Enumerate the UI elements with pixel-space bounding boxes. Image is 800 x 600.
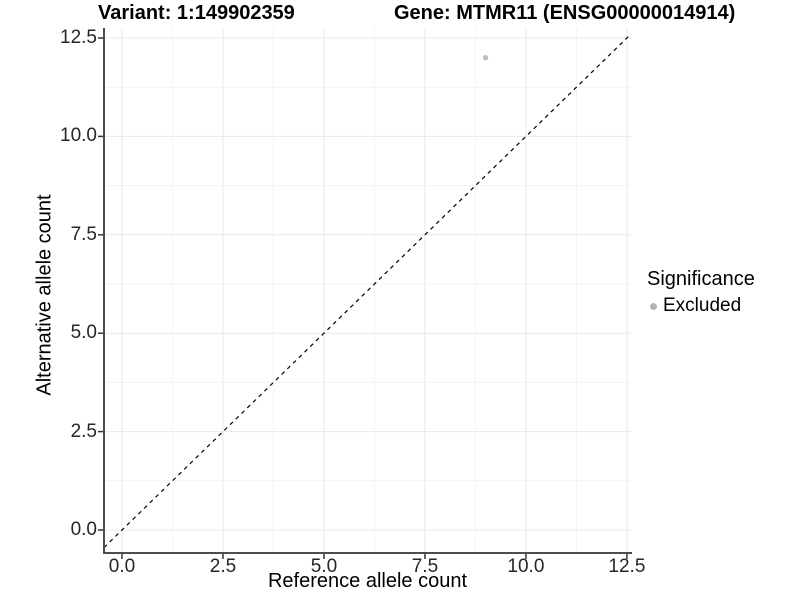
y-axis-tick-label: 0.0 <box>70 519 97 540</box>
x-axis-title: Reference allele count <box>267 570 467 592</box>
plot-panel <box>98 28 632 559</box>
legend-item-excluded: Excluded <box>647 294 755 318</box>
legend: Significance Excluded <box>647 266 755 318</box>
y-axis-tick-label: 2.5 <box>70 420 97 442</box>
x-axis-tick-label: 2.5 <box>209 556 237 577</box>
identity-line <box>103 33 632 548</box>
legend-point-icon <box>650 302 657 310</box>
x-axis-tick-label: 5.0 <box>310 556 338 577</box>
y-axis-tick-label: 7.5 <box>70 223 97 245</box>
legend-title: Significance <box>647 268 755 290</box>
x-axis-tick-label: 12.5 <box>608 556 646 577</box>
x-axis-tick-label: 0.0 <box>108 556 136 577</box>
chart-canvas <box>98 28 632 559</box>
y-axis-tick-label: 5.0 <box>70 322 97 344</box>
data-point <box>482 54 489 61</box>
y-axis-tick-label: 12.5 <box>60 27 97 48</box>
x-axis-tick-label: 7.5 <box>411 556 439 577</box>
plot-title-variant: Variant: 1:149902359 <box>98 2 295 24</box>
plot-title-gene: Gene: MTMR11 (ENSG00000014914) <box>394 2 736 24</box>
legend-item-label: Excluded <box>663 295 742 316</box>
y-axis-tick-label: 10.0 <box>60 125 97 147</box>
x-axis-tick-label: 10.0 <box>507 556 545 577</box>
